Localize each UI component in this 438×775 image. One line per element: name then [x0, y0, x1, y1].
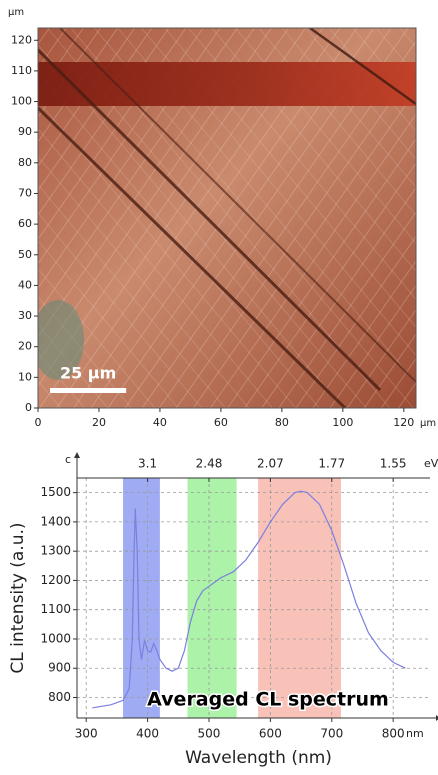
x-tick-label: 800 — [382, 727, 405, 741]
x-tick-label: 120 — [393, 416, 414, 429]
x-tick-label: 300 — [75, 727, 98, 741]
y-axis-arrow — [74, 452, 80, 458]
map-frame — [37, 27, 417, 409]
x-tick-label: 500 — [198, 727, 221, 741]
x-tick-label: 600 — [259, 727, 282, 741]
y-tick-label: 1500 — [40, 485, 71, 499]
y-tick-label: 30 — [18, 309, 32, 322]
x2-tick-label: 3.1 — [138, 457, 157, 471]
wavelength-band — [258, 478, 341, 718]
y-tick-label: 40 — [18, 278, 32, 291]
y-tick-label: 800 — [48, 690, 71, 704]
y-unit: µm — [8, 7, 24, 18]
x-tick-label: 0 — [35, 416, 42, 429]
y-tick-label: 80 — [18, 156, 32, 169]
y-tick-label: 60 — [18, 217, 32, 230]
x-tick-label: 100 — [332, 416, 353, 429]
x-unit: nm — [406, 727, 424, 740]
y-tick-label: 110 — [11, 64, 32, 77]
x-tick-label: 60 — [214, 416, 228, 429]
cl-map-image — [38, 28, 416, 408]
y-tick-label: 50 — [18, 248, 32, 261]
y-tick-label: 1400 — [40, 514, 71, 528]
y-tick-label: 1100 — [40, 602, 71, 616]
y-tick-label: 10 — [18, 370, 32, 383]
y-tick-label: 90 — [18, 125, 32, 138]
x-tick-label: 20 — [92, 416, 106, 429]
x-axis-title: Wavelength (nm) — [185, 748, 332, 768]
x-tick-label: 400 — [136, 727, 159, 741]
y-tick-label: 1000 — [40, 631, 71, 645]
y-tick-label: 0 — [25, 401, 32, 414]
y-tick-label: 1200 — [40, 573, 71, 587]
y-tick-label: 20 — [18, 340, 32, 353]
scale-bar — [50, 388, 127, 393]
spectrum-line — [92, 490, 406, 709]
x-tick-label: 40 — [153, 416, 167, 429]
scale-bar-label: 25 µm — [60, 364, 116, 383]
wavelength-band — [123, 478, 160, 718]
x2-tick-label: 1.77 — [318, 457, 345, 471]
annotation: Averaged CL spectrum — [147, 689, 389, 711]
y-tick-label: 900 — [48, 661, 71, 675]
x2-unit: eV — [424, 457, 438, 470]
corner-label: c — [65, 453, 71, 466]
x-tick-label: 80 — [275, 416, 289, 429]
y-tick-label: 70 — [18, 186, 32, 199]
y-tick-label: 1300 — [40, 544, 71, 558]
wavelength-band — [187, 478, 237, 718]
map-axes: 0 10 20 30 40 50 60 70 80 90 100 110 120 0 20 40 60 80 100… — [8, 7, 436, 429]
x2-tick-label: 2.48 — [196, 457, 223, 471]
x-tick-label: 700 — [320, 727, 343, 741]
x2-tick-label: 2.07 — [257, 457, 284, 471]
x2-tick-label: 1.55 — [380, 457, 407, 471]
y-tick-label: 120 — [11, 33, 32, 46]
spectrum-chart: 800 900 1000 1100 1200 1300 1400 1500 300 400 500 6… — [8, 452, 438, 768]
y-axis-title: CL intensity (a.u.) — [8, 522, 28, 673]
x-unit: µm — [420, 418, 436, 429]
y-tick-label: 100 — [11, 95, 32, 108]
